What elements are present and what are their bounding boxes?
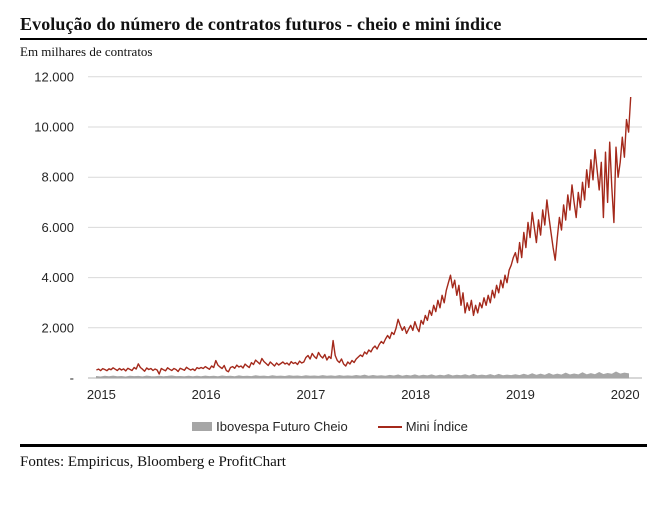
legend-swatch-line-icon <box>377 425 402 428</box>
legend-swatch-box-icon <box>192 422 213 431</box>
y-tick-label: 4.000 <box>41 270 74 285</box>
source-note: Fontes: Empiricus, Bloomberg e ProfitCha… <box>20 453 286 470</box>
axis-unit-label: Em milhares de contratos <box>20 44 153 59</box>
legend-item-mini-indice: Mini Índice <box>377 419 468 434</box>
series-ibovespa-futuro-cheio <box>96 371 629 379</box>
x-tick-label: 2015 <box>87 387 116 402</box>
y-tick-label: - <box>70 371 74 386</box>
chart-plot: 12.000 10.000 8.000 6.000 4.000 2.000 -2015 201… <box>34 69 642 402</box>
x-tick-label: 2019 <box>506 387 535 402</box>
x-tick-label: 2020 <box>611 387 640 402</box>
legend-label-ibovespa-cheio: Ibovespa Futuro Cheio <box>216 419 348 434</box>
y-tick-label: 10.000 <box>34 120 74 135</box>
chart-legend: Ibovespa Futuro Cheio Mini Índice <box>0 419 660 434</box>
chart-title: Evolução do número de contratos futuros … <box>20 14 502 34</box>
y-tick-label: 2.000 <box>41 320 74 335</box>
legend-label-mini-indice: Mini Índice <box>405 419 468 434</box>
series-mini-indice <box>96 96 632 375</box>
y-tick-label: 6.000 <box>41 220 74 235</box>
footer-divider <box>20 444 647 447</box>
legend-item-ibovespa-cheio: Ibovespa Futuro Cheio <box>192 419 348 434</box>
x-tick-label: 2017 <box>296 387 325 402</box>
y-tick-label: 8.000 <box>41 170 74 185</box>
title-block: Evolução do número de contratos futuros … <box>20 14 647 40</box>
x-tick-label: 2018 <box>401 387 430 402</box>
x-tick-label: 2016 <box>192 387 221 402</box>
y-tick-label: 12.000 <box>34 69 74 84</box>
